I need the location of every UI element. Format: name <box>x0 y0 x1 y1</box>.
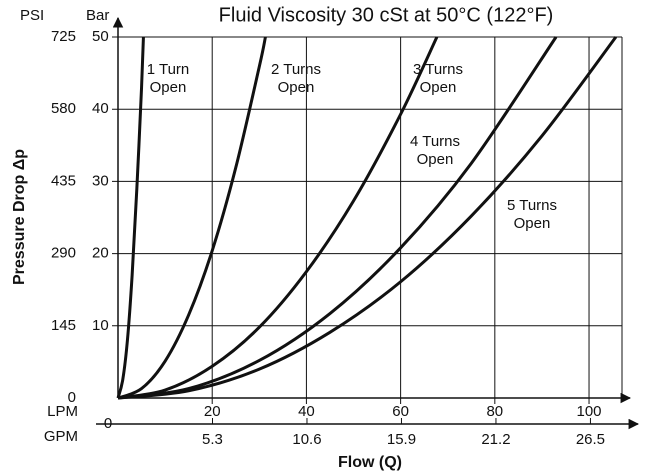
curve-label: Open <box>417 151 454 168</box>
curve-label: 1 Turn <box>147 61 190 78</box>
x-tick-label: 100 <box>577 403 602 420</box>
curve-label: Open <box>420 79 457 96</box>
y2-tick-label: 725 <box>51 28 76 45</box>
curve-label: Open <box>150 79 187 96</box>
y2-tick-label: 580 <box>51 100 76 117</box>
y2-tick-label: 435 <box>51 172 76 189</box>
y2-tick-label: 145 <box>51 317 76 334</box>
curve-label: 5 Turns <box>507 197 557 214</box>
curve-label: Open <box>514 215 551 232</box>
curve <box>117 36 558 400</box>
x2-tick-label: 10.6 <box>292 431 321 448</box>
y-unit: Bar <box>86 7 109 24</box>
curve <box>117 36 267 400</box>
curve-label: 3 Turns <box>413 61 463 78</box>
curve <box>116 36 145 399</box>
curve <box>117 36 618 400</box>
y2-unit: PSI <box>20 7 44 24</box>
curve-label: 4 Turns <box>410 133 460 150</box>
curve-label: 2 Turns <box>271 61 321 78</box>
x2-tick-label: 15.9 <box>387 431 416 448</box>
x-tick-label: 40 <box>298 403 315 420</box>
y-tick-label: 10 <box>92 317 109 334</box>
curve-label: Open <box>278 79 315 96</box>
x-tick-label: 20 <box>204 403 221 420</box>
x-axis-label: Flow (Q) <box>338 454 402 471</box>
curve <box>117 36 439 400</box>
y-axis-label: Pressure Drop Δp <box>11 149 28 285</box>
x-tick-label: 80 <box>486 403 503 420</box>
chart-title: Fluid Viscosity 30 cSt at 50°C (122°F) <box>219 4 554 26</box>
x2-tick-label: 21.2 <box>481 431 510 448</box>
x2-unit: GPM <box>44 428 78 445</box>
y2-tick-label: 290 <box>51 245 76 262</box>
x2-tick-label: 26.5 <box>576 431 605 448</box>
x2-tick-label: 5.3 <box>202 431 223 448</box>
x-tick-label: 0 <box>104 415 112 432</box>
y2-tick-label: 0 <box>68 389 76 406</box>
y-tick-label: 50 <box>92 28 109 45</box>
x-tick-label: 60 <box>392 403 409 420</box>
y-tick-label: 40 <box>92 100 109 117</box>
y-tick-label: 20 <box>92 245 109 262</box>
y-tick-label: 30 <box>92 172 109 189</box>
x-unit: LPM <box>47 403 78 420</box>
